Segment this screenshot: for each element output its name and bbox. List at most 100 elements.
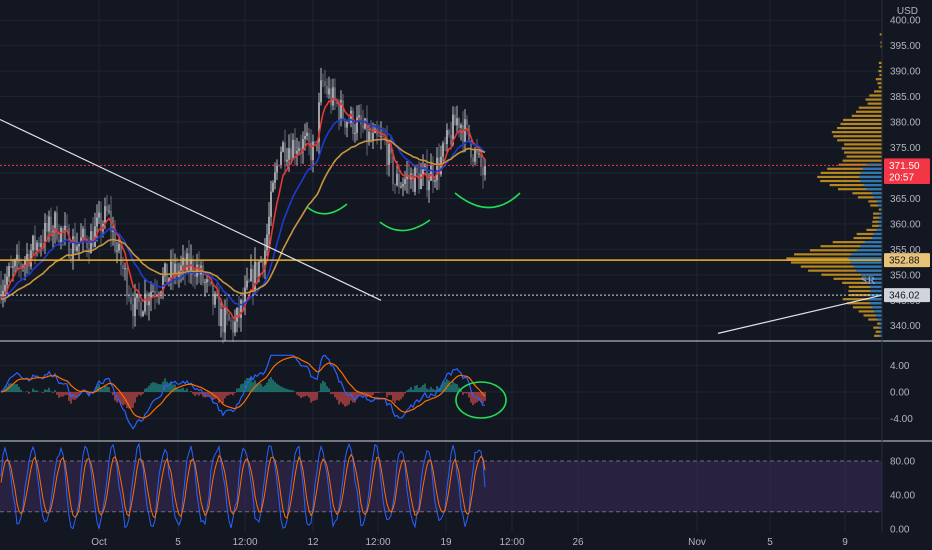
sr-annotation: SR: [861, 273, 876, 287]
candle-body: [362, 124, 364, 129]
macd-histogram-bar: [332, 392, 334, 394]
candle-body: [442, 143, 444, 157]
candle-body: [348, 122, 350, 123]
volume-profile-bar: [838, 163, 882, 166]
volume-profile-bar: [870, 289, 882, 293]
volume-profile-bar: [820, 179, 882, 183]
macd-histogram-bar: [482, 392, 484, 404]
candle-body: [406, 174, 408, 180]
candle-body: [76, 246, 78, 252]
candle-body: [56, 212, 58, 240]
volume-profile-bar: [878, 86, 882, 89]
candle-body: [210, 281, 212, 285]
macd-histogram-bar: [468, 392, 470, 398]
macd-histogram-bar: [116, 392, 118, 403]
volume-profile-bar: [873, 310, 882, 313]
candle-body: [320, 80, 322, 103]
macd-tick-label: 4.00: [890, 361, 910, 372]
macd-histogram-bar: [270, 377, 272, 392]
macd-histogram-bar: [476, 392, 478, 403]
macd-histogram-bar: [436, 386, 438, 392]
macd-histogram-bar: [344, 392, 346, 407]
candle-body: [366, 118, 368, 142]
macd-histogram-bar: [146, 387, 148, 392]
candle-body: [232, 320, 234, 333]
macd-histogram-bar: [316, 392, 318, 400]
candle-body: [44, 222, 46, 245]
macd-histogram-bar: [278, 385, 280, 392]
candle-body: [304, 136, 306, 140]
macd-histogram-bar: [480, 392, 482, 402]
macd-histogram-bar: [200, 392, 202, 395]
candle-body: [172, 261, 174, 276]
candle-body: [432, 165, 434, 182]
macd-histogram-bar: [354, 392, 356, 403]
candle-body: [144, 293, 146, 312]
candle-body: [474, 150, 476, 162]
candle-body: [298, 148, 300, 151]
volume-profile-bar: [843, 118, 882, 122]
volume-profile-bar: [873, 326, 882, 329]
price-tag: [884, 288, 930, 303]
candle-body: [30, 250, 32, 267]
macd-histogram-bar: [178, 389, 180, 392]
candle-body: [306, 132, 308, 137]
macd-histogram-bar: [258, 383, 260, 392]
horizontal-lines: [0, 164, 882, 296]
macd-histogram-bar: [400, 392, 402, 400]
volume-profile-bar: [866, 163, 882, 166]
candle-body: [460, 125, 462, 128]
macd-histogram-bar: [426, 388, 428, 392]
y-tick-label: 385.00: [890, 92, 921, 103]
macd-histogram-bar: [308, 392, 310, 398]
macd-histogram-bar: [282, 387, 284, 392]
stoch-tick-label: 40.00: [890, 490, 915, 501]
macd-histogram-bar: [36, 390, 38, 392]
macd-histogram-bar: [130, 392, 132, 408]
moving-average-line: [0, 138, 486, 301]
macd-histogram-bar: [184, 390, 186, 392]
y-tick-label: 355.00: [890, 245, 921, 256]
macd-histogram-bar: [394, 392, 396, 403]
volume-profile-bar: [848, 289, 882, 293]
macd-histogram-bar: [150, 383, 152, 392]
candle-body: [218, 296, 220, 326]
candle-body: [334, 87, 336, 101]
macd-histogram-bar: [122, 392, 124, 406]
candle-body: [418, 172, 420, 190]
candle-body: [404, 179, 406, 185]
volume-profile-bar: [856, 269, 882, 272]
macd-histogram-bar: [192, 392, 194, 395]
macd-histogram-bar: [428, 389, 430, 392]
macd-histogram-bar: [290, 389, 292, 392]
candle-body: [370, 131, 372, 141]
candle-body: [170, 261, 172, 279]
candle-body: [294, 139, 296, 154]
macd-histogram-bar: [114, 392, 116, 401]
candle-body: [458, 118, 460, 128]
volume-profile-bar: [879, 330, 882, 333]
macd-histogram-bar: [156, 383, 158, 392]
candle-body: [342, 100, 344, 119]
macd-histogram-bar: [56, 392, 58, 395]
macd-histogram-bar: [460, 389, 462, 392]
macd-histogram-bar: [236, 388, 238, 392]
candle-body: [24, 260, 26, 266]
candle-body: [48, 216, 50, 232]
volume-profile-bar: [873, 196, 882, 199]
macd-histogram-bar: [322, 380, 324, 392]
x-tick-label: Oct: [91, 537, 107, 548]
macd-histogram-bar: [162, 381, 164, 392]
pattern-arc: [454, 192, 521, 209]
volume-profile-bar: [880, 322, 882, 325]
macd-histogram-bar: [466, 392, 468, 394]
pattern-arc: [379, 219, 431, 232]
candle-body: [422, 168, 424, 175]
macd-histogram-bar: [10, 383, 12, 392]
candle-body: [390, 144, 392, 154]
candle-body: [386, 138, 388, 166]
candle-body: [444, 143, 446, 145]
volume-profile-bar: [869, 94, 882, 97]
macd-histogram-bar: [216, 392, 218, 399]
